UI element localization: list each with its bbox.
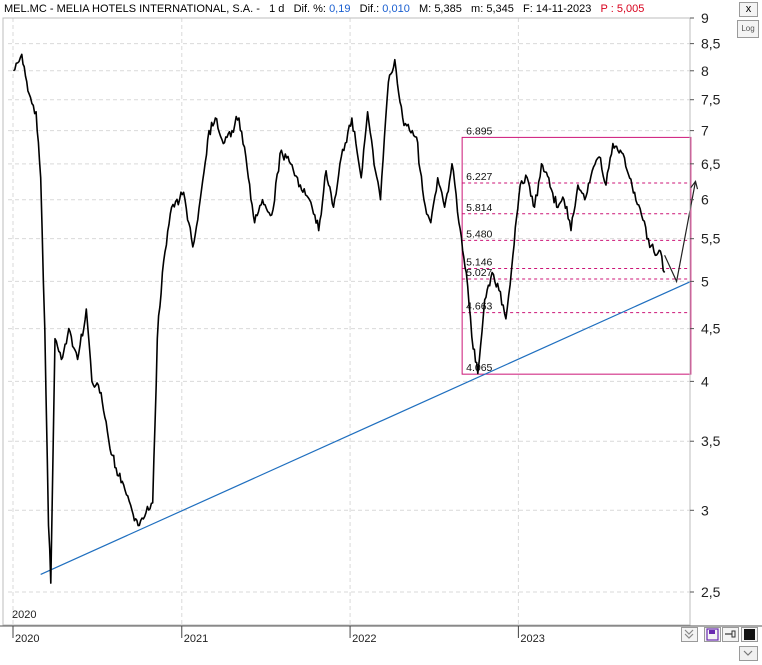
fibonacci-level-label: 6.227	[466, 171, 492, 183]
y-tick-label: 5	[701, 273, 709, 289]
min-label: m:	[471, 3, 484, 15]
collapse-button[interactable]	[681, 627, 698, 642]
period-label: 1 d	[269, 3, 285, 15]
dif-pct-label: Dif. %:	[293, 3, 326, 15]
double-chevron-down-icon	[684, 629, 694, 639]
fibonacci-level-label: 5.814	[466, 202, 492, 214]
x-tick-label: 2020	[15, 633, 39, 645]
axes: 9 8,5 8 7,5 7 6,5 6 5,5 5 4,5 4 3,5 3 2,5 2020 2021 2022…	[0, 10, 762, 645]
y-tick-label: 9	[701, 10, 709, 26]
x-tick-label: 2023	[520, 633, 544, 645]
y-tick-label: 4,5	[701, 321, 721, 337]
fullscreen-button[interactable]	[741, 627, 758, 642]
start-date-label: 2020	[12, 609, 36, 621]
min-value: 5,345	[486, 3, 514, 15]
y-tick-label: 8,5	[701, 36, 721, 52]
fibonacci-level-label: 5.480	[466, 228, 492, 240]
max-value: 5,385	[434, 3, 462, 15]
fibonacci-level-label: 4.663	[466, 301, 492, 313]
plot-frame	[2, 17, 691, 626]
scroll-down-button[interactable]	[739, 646, 758, 661]
chart-header: MEL.MC - MELIA HOTELS INTERNATIONAL, S.A…	[4, 3, 645, 15]
y-tick-label: 3	[701, 502, 709, 518]
max-label: M:	[419, 3, 432, 15]
projection-path[interactable]	[664, 181, 697, 284]
date-label: F:	[523, 3, 533, 15]
dif-label: Dif.:	[359, 3, 380, 15]
y-tick-label: 7	[701, 123, 709, 139]
company-name: MELIA HOTELS INTERNATIONAL, S.A.	[56, 3, 254, 15]
close-button[interactable]: x	[739, 2, 758, 17]
price-label: P :	[600, 3, 614, 15]
trendline-layer[interactable]	[40, 280, 692, 575]
arrow-head-icon	[690, 180, 699, 190]
grid	[8, 17, 690, 625]
x-tick-label: 2022	[352, 633, 376, 645]
pin-icon	[725, 630, 736, 638]
dif-pct-value: 0,19	[329, 3, 351, 15]
close-icon: x	[745, 3, 752, 15]
y-tick-label: 6	[701, 192, 709, 208]
chevron-down-icon	[743, 650, 753, 656]
ticker-symbol: MEL.MC	[4, 3, 47, 15]
y-tick-label: 5,5	[701, 231, 721, 247]
price-line	[12, 53, 666, 584]
y-tick-label: 6,5	[701, 156, 721, 172]
support-trendline[interactable]	[40, 280, 692, 575]
fibonacci-level-label: 4.065	[466, 362, 492, 374]
dif-value: 0,010	[382, 3, 410, 15]
price-value: 5,005	[616, 3, 645, 15]
save-icon	[706, 628, 719, 641]
y-tick-label: 8	[701, 63, 709, 79]
y-tick-label: 7,5	[701, 92, 721, 108]
date-value: 14-11-2023	[535, 3, 592, 15]
square-icon	[744, 629, 755, 640]
log-scale-label: Log	[741, 24, 755, 33]
fibonacci-level-label: 5.027	[466, 267, 492, 279]
fibonacci-level-label: 5.146	[466, 256, 492, 268]
price-series	[12, 53, 666, 584]
x-tick-label: 2021	[184, 633, 208, 645]
log-scale-button[interactable]: Log	[737, 20, 759, 38]
fibonacci-level-label: 6.895	[466, 125, 492, 137]
y-tick-label: 2,5	[701, 584, 721, 600]
pin-button[interactable]	[722, 627, 739, 642]
fibonacci-box[interactable]	[461, 136, 692, 375]
save-button[interactable]	[704, 627, 721, 642]
projection-layer[interactable]	[664, 180, 699, 284]
y-tick-label: 4	[701, 373, 709, 389]
y-tick-label: 3,5	[701, 433, 721, 449]
